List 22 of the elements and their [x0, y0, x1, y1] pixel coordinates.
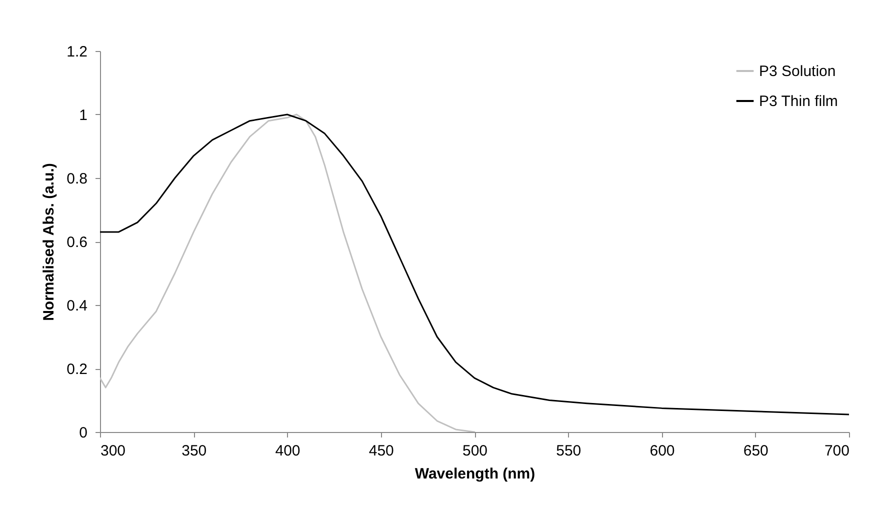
y-tick-label: 0.4 — [66, 298, 88, 314]
y-tick-label: 1.2 — [66, 44, 88, 60]
y-tick-label: 0.8 — [66, 170, 88, 188]
line-series — [100, 114, 849, 416]
x-axis-title: Wavelength (nm) — [414, 466, 536, 482]
y-tick-label: 0.6 — [66, 234, 88, 251]
legend-label: P3 Solution — [759, 63, 836, 80]
x-tick-label: 400 — [275, 442, 300, 460]
x-tick-label: 650 — [743, 442, 768, 460]
x-tick-label: 550 — [556, 442, 582, 460]
legend-label: P3 Thin film — [759, 93, 838, 110]
y-tick-label: 0.2 — [66, 361, 88, 378]
x-tick-label: 300 — [100, 442, 126, 460]
x-tick-label: 450 — [368, 442, 394, 460]
x-tick-label: 350 — [182, 442, 207, 460]
x-tick-label: 700 — [824, 442, 850, 460]
line-series — [100, 114, 476, 432]
x-tick-label: 500 — [462, 442, 488, 460]
y-tick-label: 1 — [79, 107, 88, 124]
y-tick-label: 0 — [79, 424, 88, 442]
x-tick-label: 600 — [650, 442, 675, 460]
y-axis-title: Normalised Abs. (a.u.) — [40, 163, 58, 321]
